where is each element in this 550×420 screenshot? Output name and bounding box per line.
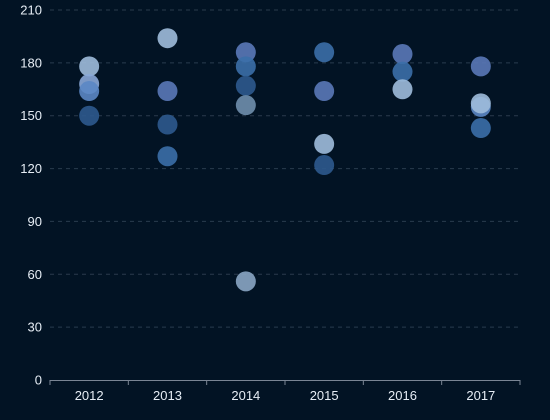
data-point[interactable] — [470, 93, 491, 114]
data-point[interactable] — [392, 61, 413, 82]
y-tick-label: 90 — [28, 214, 42, 229]
data-point[interactable] — [314, 42, 335, 63]
y-tick-label: 60 — [28, 267, 42, 282]
data-point[interactable] — [157, 28, 178, 49]
data-point[interactable] — [470, 56, 491, 77]
data-point[interactable] — [235, 56, 256, 77]
y-tick-label: 30 — [28, 320, 42, 335]
x-tick-label: 2015 — [310, 388, 339, 403]
data-point[interactable] — [235, 271, 256, 292]
data-point[interactable] — [157, 114, 178, 135]
data-point[interactable] — [235, 75, 256, 96]
y-axis-labels: 0 30 60 90 120 150 180 210 — [20, 3, 42, 388]
x-tick-label: 2016 — [388, 388, 417, 403]
x-axis-labels: 2012 2013 2014 2015 2016 2017 — [75, 388, 496, 403]
data-points — [79, 28, 491, 292]
data-point[interactable] — [157, 146, 178, 167]
data-point[interactable] — [79, 81, 100, 102]
data-point[interactable] — [470, 118, 491, 139]
data-point[interactable] — [79, 56, 100, 77]
data-point[interactable] — [79, 105, 100, 126]
data-point[interactable] — [157, 81, 178, 102]
data-point[interactable] — [235, 95, 256, 116]
data-point[interactable] — [314, 81, 335, 102]
data-point[interactable] — [392, 44, 413, 65]
x-tick-label: 2012 — [75, 388, 104, 403]
grid — [50, 9, 520, 328]
y-tick-label: 180 — [20, 55, 42, 70]
x-axis-ticks — [49, 380, 521, 385]
y-tick-label: 0 — [35, 373, 42, 388]
data-point[interactable] — [235, 42, 256, 63]
data-point[interactable] — [314, 133, 335, 154]
data-point[interactable] — [392, 79, 413, 100]
data-point[interactable] — [314, 155, 335, 176]
y-tick-label: 150 — [20, 108, 42, 123]
y-tick-label: 210 — [20, 3, 42, 18]
y-tick-label: 120 — [20, 161, 42, 176]
x-tick-label: 2014 — [231, 388, 260, 403]
x-tick-label: 2017 — [466, 388, 495, 403]
x-tick-label: 2013 — [153, 388, 182, 403]
